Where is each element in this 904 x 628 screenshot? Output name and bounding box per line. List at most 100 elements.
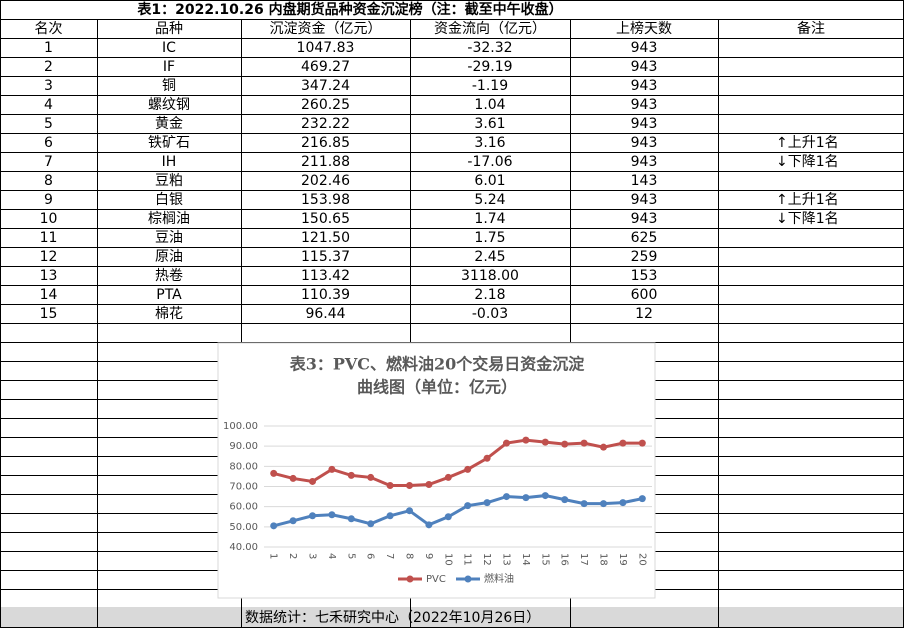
point xyxy=(541,492,549,500)
cell: 3118.00 xyxy=(461,268,519,284)
column-header: 名次 xyxy=(35,21,63,37)
cell: -32.32 xyxy=(467,40,512,56)
cell: 5.24 xyxy=(474,192,505,208)
cell: 2 xyxy=(44,59,53,75)
cell: ↓下降1名 xyxy=(776,154,839,170)
cell: 4 xyxy=(44,97,53,113)
x-tick-label: 9 xyxy=(423,553,434,559)
cell: 1 xyxy=(44,40,53,56)
x-tick-label: 20 xyxy=(636,553,647,566)
cell: 943 xyxy=(631,116,658,132)
point xyxy=(522,494,530,502)
point xyxy=(386,481,394,489)
cell: 豆油 xyxy=(155,230,183,246)
cell: 2.45 xyxy=(474,249,505,265)
x-tick-label: 17 xyxy=(578,553,589,566)
cell: 3.61 xyxy=(474,116,505,132)
cell: 943 xyxy=(631,211,658,227)
cell: 202.46 xyxy=(301,173,350,189)
cell: ↑上升1名 xyxy=(776,135,839,151)
cell: 棕榈油 xyxy=(148,211,190,227)
point xyxy=(328,465,336,473)
point xyxy=(522,436,530,444)
cell: 96.44 xyxy=(305,306,345,322)
cell: -17.06 xyxy=(467,154,512,170)
x-tick-label: 5 xyxy=(345,553,356,559)
cell: 943 xyxy=(631,40,658,56)
cell: 943 xyxy=(631,154,658,170)
cell: 8 xyxy=(44,173,53,189)
legend-marker xyxy=(464,575,472,583)
x-tick-label: 14 xyxy=(520,553,531,566)
point xyxy=(289,474,297,482)
cell: 7 xyxy=(44,154,53,170)
cell: 113.42 xyxy=(301,268,350,284)
cell: 943 xyxy=(631,59,658,75)
cell: 2.18 xyxy=(474,287,505,303)
point xyxy=(270,522,278,530)
cell: 6 xyxy=(44,135,53,151)
point xyxy=(619,439,627,447)
cell: 10 xyxy=(40,211,58,227)
x-tick-label: 10 xyxy=(442,553,453,566)
cell: 1.75 xyxy=(474,230,505,246)
point xyxy=(580,439,588,447)
table-title: 表1：2022.10.26 内盘期货品种资金沉淀榜（注：截至中午收盘） xyxy=(136,1,562,18)
cell: 1047.83 xyxy=(297,40,355,56)
point xyxy=(561,496,569,504)
point xyxy=(328,511,336,519)
x-tick-label: 6 xyxy=(365,553,376,559)
cell: 943 xyxy=(631,97,658,113)
point xyxy=(367,520,375,528)
point xyxy=(464,465,472,473)
point xyxy=(270,469,278,477)
point xyxy=(503,439,510,447)
cell: 热卷 xyxy=(155,268,183,284)
cell: 153 xyxy=(631,268,658,284)
cell: 螺纹钢 xyxy=(148,97,190,113)
cell: 259 xyxy=(631,249,658,265)
cell: ↑上升1名 xyxy=(776,192,839,208)
point xyxy=(638,439,646,447)
cell: 12 xyxy=(40,249,58,265)
x-tick-label: 19 xyxy=(617,553,628,566)
cell: 625 xyxy=(631,230,658,246)
point xyxy=(347,471,355,479)
cell: IH xyxy=(162,154,177,170)
cell: -29.19 xyxy=(467,59,512,75)
point xyxy=(464,502,472,510)
cell: -1.19 xyxy=(472,78,508,94)
y-tick-label: 80.00 xyxy=(229,461,258,472)
y-tick-label: 40.00 xyxy=(229,542,258,553)
cell: 260.25 xyxy=(301,97,350,113)
x-tick-label: 4 xyxy=(326,553,337,559)
cell: PTA xyxy=(156,287,182,303)
cell: 12 xyxy=(635,306,653,322)
cell: IF xyxy=(163,59,175,75)
x-tick-label: 11 xyxy=(462,553,473,566)
cell: -0.03 xyxy=(472,306,508,322)
point xyxy=(619,499,627,507)
cell: 211.88 xyxy=(301,154,350,170)
cell: 216.85 xyxy=(301,135,350,151)
point xyxy=(483,454,491,462)
point xyxy=(483,499,491,507)
cell: 600 xyxy=(631,287,658,303)
x-tick-label: 12 xyxy=(481,553,492,566)
point xyxy=(444,513,452,521)
footer: 数据统计：七禾研究中心（2022年10月26日） xyxy=(245,610,540,626)
cell: 115.37 xyxy=(301,249,350,265)
cell: 153.98 xyxy=(301,192,350,208)
point xyxy=(444,473,452,481)
point xyxy=(503,493,510,501)
point xyxy=(541,438,549,446)
point xyxy=(309,512,316,520)
column-header: 上榜天数 xyxy=(616,20,672,37)
y-tick-label: 90.00 xyxy=(229,441,258,452)
x-tick-label: 3 xyxy=(307,553,318,559)
y-tick-label: 100.00 xyxy=(223,421,258,432)
point xyxy=(600,500,607,508)
cell: 6.01 xyxy=(474,173,505,189)
x-tick-label: 7 xyxy=(384,553,395,559)
column-header: 备注 xyxy=(797,20,825,37)
